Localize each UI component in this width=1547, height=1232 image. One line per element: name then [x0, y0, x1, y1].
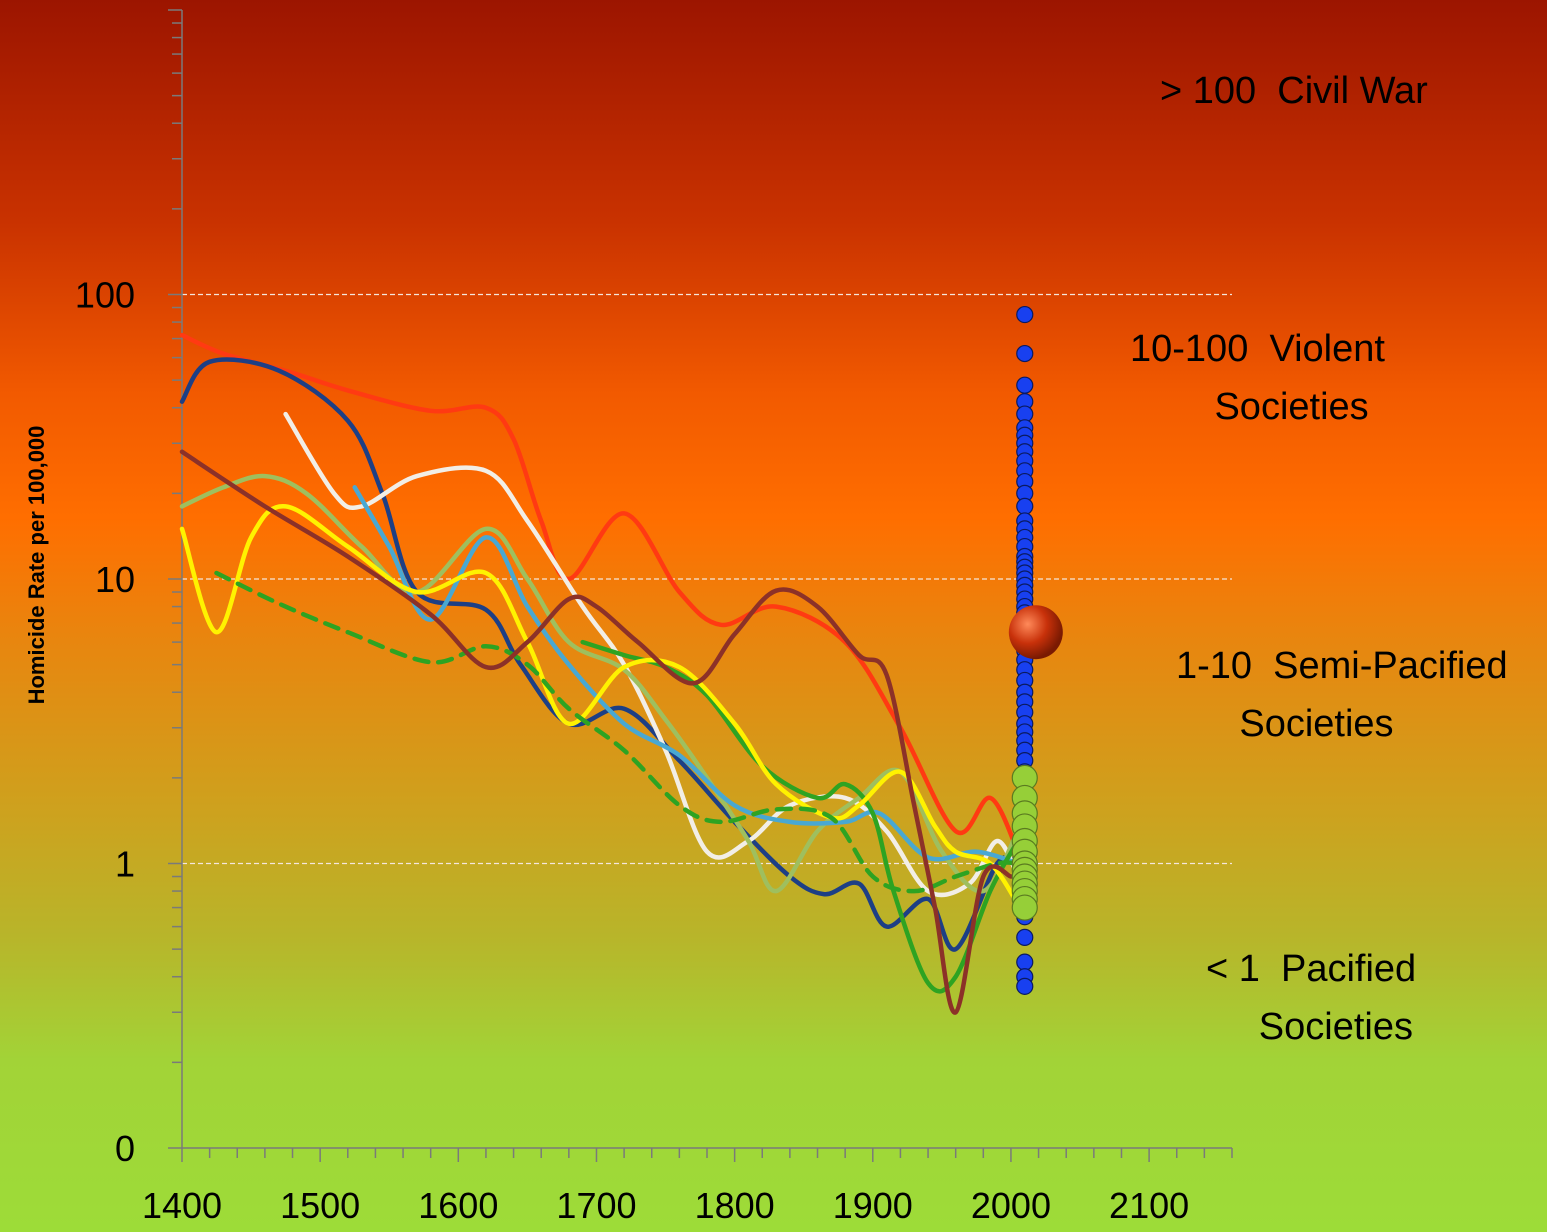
green-point — [1011, 894, 1038, 921]
x-tick-label: 1600 — [418, 1185, 498, 1226]
highlight-point — [1008, 605, 1063, 660]
y-tick-label: 1 — [115, 844, 135, 885]
x-tick-label: 1500 — [280, 1185, 360, 1226]
axes — [168, 9, 1233, 1162]
blue-point — [1016, 953, 1034, 971]
series-line-8 — [214, 570, 1021, 894]
band-label-3: 1-10 Semi-Pacified Societies — [1176, 645, 1508, 745]
series-line-9 — [179, 449, 1014, 1015]
y-tick-label: 0 — [115, 1128, 135, 1169]
series-lines — [179, 332, 1021, 1015]
blue-point — [1016, 376, 1034, 394]
series-line-3 — [283, 411, 1021, 898]
x-tick-label: 2000 — [971, 1185, 1051, 1226]
band-label-1: > 100 Civil War — [1160, 70, 1428, 112]
series-line-5 — [352, 485, 1021, 866]
band-label-4: < 1 Pacified Societies — [1206, 948, 1417, 1048]
blue-point — [1016, 305, 1034, 324]
blue-point — [1016, 497, 1034, 515]
x-tick-label: 1800 — [695, 1185, 775, 1226]
x-tick-label: 1400 — [142, 1185, 222, 1226]
x-tick-label: 1700 — [556, 1185, 636, 1226]
blue-point — [1016, 344, 1034, 363]
scatter-points — [1008, 305, 1063, 995]
blue-point — [1016, 928, 1034, 946]
series-line-1 — [179, 332, 1021, 854]
y-axis-label: Homicide Rate per 100,000 — [24, 426, 49, 705]
band-label-2: 10-100 Violent Societies — [1130, 328, 1385, 428]
y-tick-label: 100 — [75, 275, 135, 316]
series-line-7 — [179, 504, 1021, 907]
series-line-2 — [179, 357, 1021, 952]
blue-point — [1016, 977, 1034, 995]
x-tick-label: 1900 — [833, 1185, 913, 1226]
y-tick-label: 10 — [95, 559, 135, 600]
x-tick-label: 2100 — [1109, 1185, 1189, 1226]
grid — [182, 293, 1232, 865]
